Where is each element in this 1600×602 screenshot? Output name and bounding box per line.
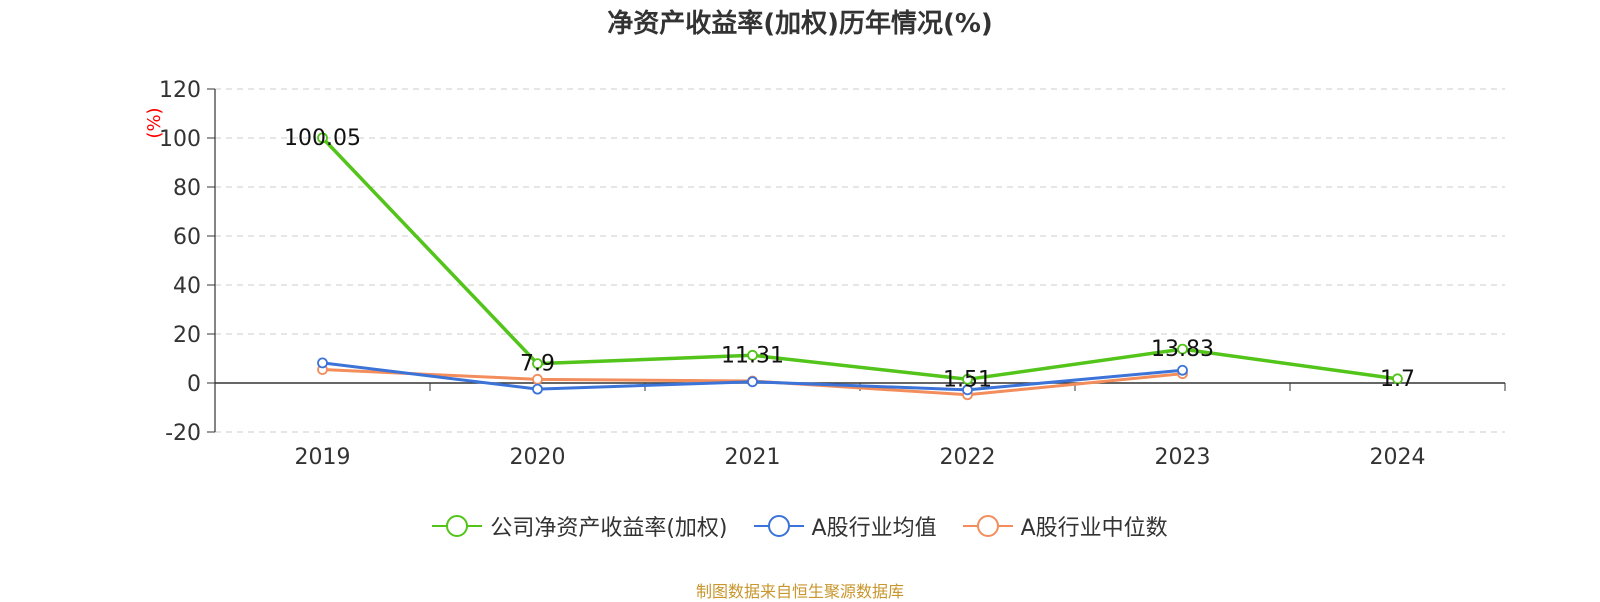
legend-marker	[976, 515, 999, 537]
y-tick-label: 0	[187, 372, 201, 397]
y-tick-label: 20	[173, 323, 201, 348]
legend-swatch-icon	[432, 515, 483, 537]
chart-title: 净资产收益率(加权)历年情况(%)	[607, 9, 993, 39]
y-tick-label: 80	[173, 176, 201, 201]
y-tick-label: 60	[173, 225, 201, 250]
legend-item-1[interactable]: A股行业均值	[753, 510, 937, 542]
source-note: 制图数据来自恒生聚源数据库	[695, 582, 904, 601]
x-tick-label: 2024	[1370, 445, 1426, 470]
data-point-1	[317, 357, 328, 369]
data-point-0	[317, 132, 328, 144]
legend-marker	[767, 515, 790, 537]
legend-swatch-icon	[962, 515, 1013, 537]
y-tick-label: 40	[173, 274, 201, 299]
data-label: 100.05	[284, 126, 361, 151]
legend-label: A股行业均值	[811, 516, 937, 541]
data-label: 1.51	[943, 367, 992, 392]
data-label: 1.7	[1380, 367, 1415, 392]
series-lines	[317, 132, 1403, 401]
x-tick-label: 2022	[940, 445, 996, 470]
legend-swatch-icon	[753, 515, 804, 537]
grid-lines	[215, 88, 1505, 433]
legend-label: A股行业中位数	[1020, 516, 1168, 541]
data-point-0	[747, 349, 758, 361]
y-tick-label: -20	[165, 421, 201, 446]
data-label: 7.9	[520, 352, 555, 377]
data-point-0	[532, 358, 543, 370]
data-point-1	[532, 383, 543, 395]
data-labels: 100.05 7.9 11.31 1.51 13.83 1.7	[284, 126, 1415, 392]
data-point-0	[1392, 373, 1403, 385]
data-point-1	[1177, 364, 1188, 376]
legend-item-0[interactable]: 公司净资产收益率(加权)	[432, 510, 728, 542]
data-point-1	[962, 384, 973, 396]
legend-item-2[interactable]: A股行业中位数	[962, 510, 1168, 542]
y-tick-label: 120	[159, 78, 201, 103]
x-tick-label: 2023	[1155, 445, 1211, 470]
legend-label: 公司净资产收益率(加权)	[490, 516, 728, 541]
data-point-0	[962, 373, 973, 385]
x-tick-label: 2019	[295, 445, 351, 470]
legend-marker	[446, 515, 469, 537]
axes: -20 0 20 40 60 80 100 120 (%) 2019 2020 2021 2022 202…	[144, 78, 1506, 470]
data-label: 11.31	[721, 343, 784, 368]
data-point-0	[1177, 343, 1188, 355]
data-label: 13.83	[1151, 337, 1214, 362]
x-tick-label: 2021	[725, 445, 781, 470]
y-axis-unit-label: (%)	[144, 107, 165, 138]
x-tick-label: 2020	[510, 445, 566, 470]
y-tick-label: 100	[159, 127, 201, 152]
data-point-1	[747, 376, 758, 388]
legend: 公司净资产收益率(加权) A股行业均值 A股行业中位数	[0, 510, 1600, 542]
series-line-0	[321, 136, 1398, 382]
